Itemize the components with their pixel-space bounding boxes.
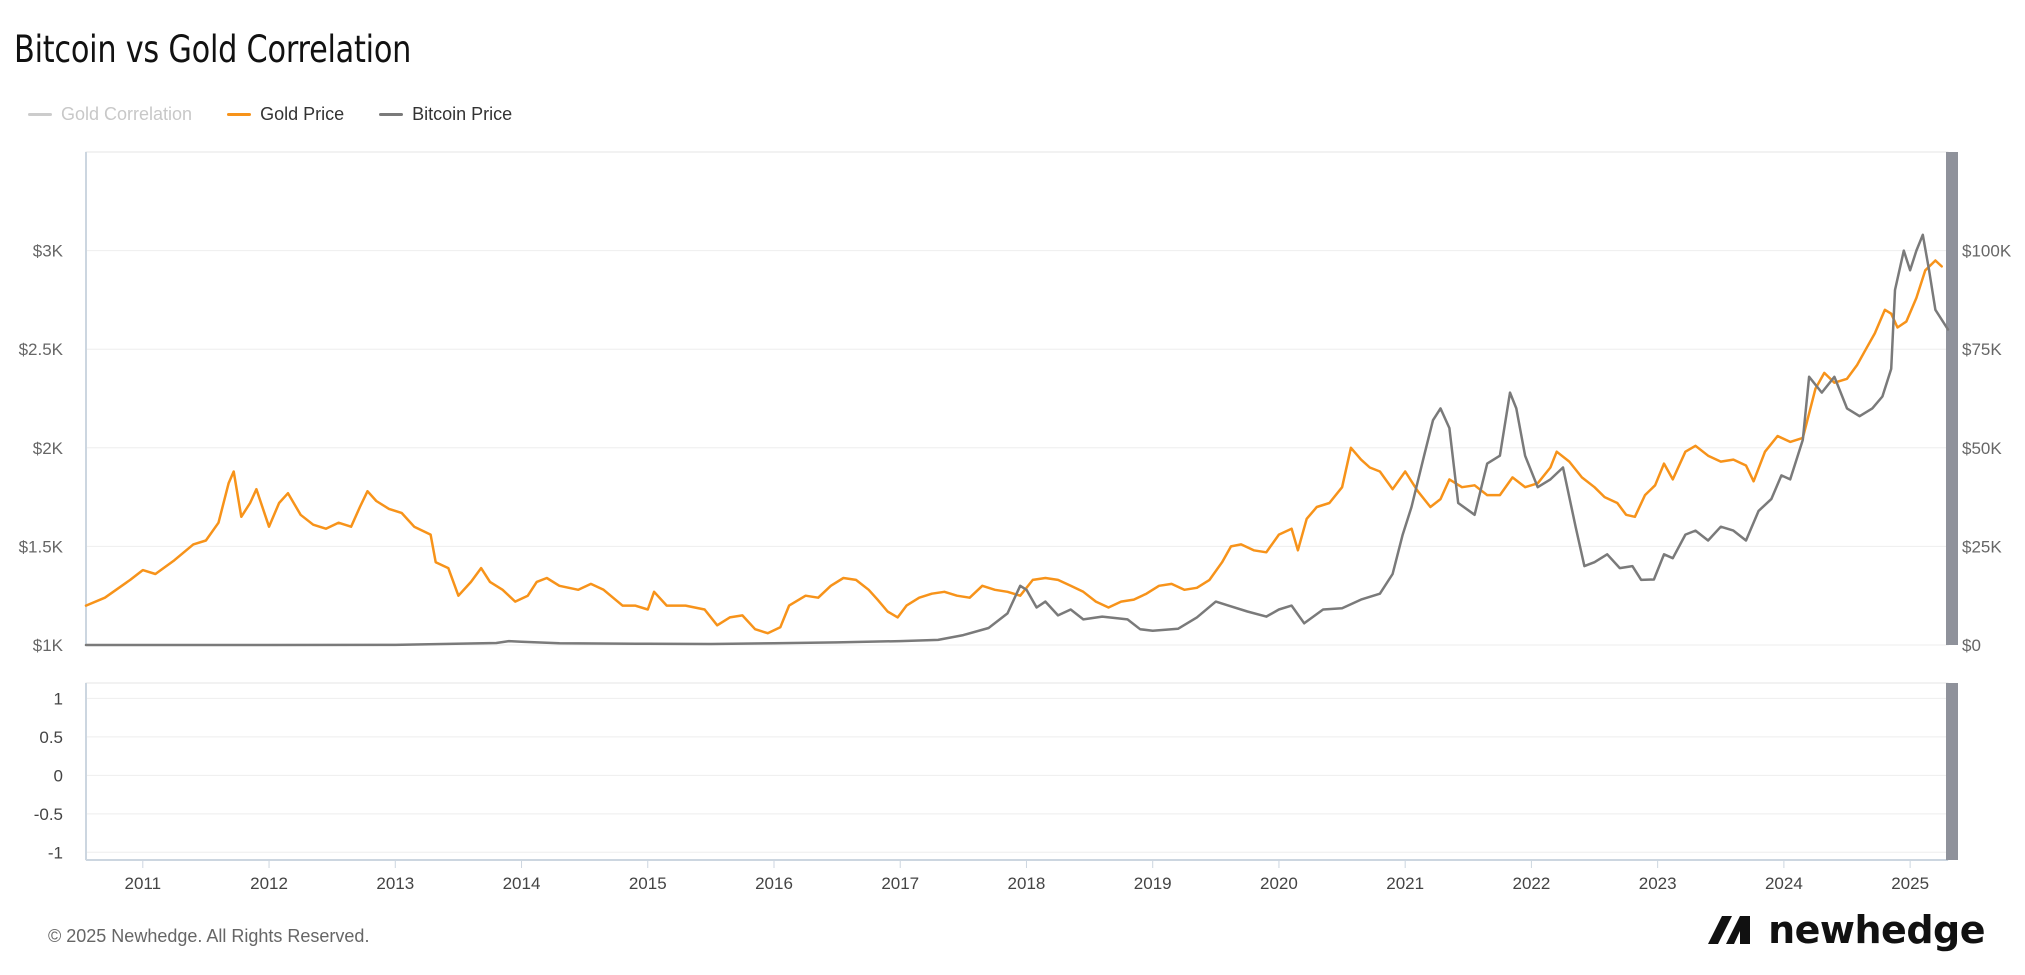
bitcoin-price-line bbox=[84, 233, 1950, 647]
brand-logo[interactable]: newhedge bbox=[1708, 908, 1985, 952]
x-axis-tick-label: 2014 bbox=[503, 874, 541, 893]
x-axis-tick-label: 2021 bbox=[1386, 874, 1424, 893]
x-axis-tick-label: 2013 bbox=[376, 874, 414, 893]
chart-title: Bitcoin vs Gold Correlation bbox=[14, 28, 412, 71]
newhedge-logo-icon bbox=[1708, 916, 1751, 944]
correlation-range-handle bbox=[1946, 683, 1958, 860]
left-axis-tick-label: $2.5K bbox=[19, 340, 64, 359]
legend-item-gold-correlation[interactable]: Gold Correlation bbox=[28, 104, 192, 125]
correlation-axis-tick-label: -1 bbox=[48, 843, 63, 862]
price-range-handle bbox=[1946, 152, 1958, 645]
x-axis-tick-label: 2022 bbox=[1513, 874, 1551, 893]
correlation-axis-tick-label: 0.5 bbox=[39, 728, 63, 747]
brand-name: newhedge bbox=[1768, 908, 1985, 952]
x-axis-tick-label: 2019 bbox=[1134, 874, 1172, 893]
legend-label-bitcoin-price: Bitcoin Price bbox=[412, 103, 513, 124]
legend-label-gold-correlation: Gold Correlation bbox=[61, 103, 193, 124]
x-axis-tick-label: 2024 bbox=[1765, 874, 1803, 893]
legend-swatch-gold-price bbox=[227, 112, 252, 116]
price-plot-area bbox=[85, 151, 1949, 646]
right-axis-tick-label: $25K bbox=[1962, 537, 2002, 556]
x-axis-tick-label: 2025 bbox=[1891, 874, 1929, 893]
legend-item-bitcoin-price[interactable]: Bitcoin Price bbox=[379, 104, 512, 125]
legend-swatch-bitcoin-price bbox=[379, 112, 404, 116]
x-axis-tick-label: 2017 bbox=[881, 874, 919, 893]
legend-label-gold-price: Gold Price bbox=[260, 103, 345, 124]
x-axis-tick-label: 2015 bbox=[629, 874, 667, 893]
right-axis-tick-label: $75K bbox=[1962, 340, 2002, 359]
x-axis-tick-label: 2016 bbox=[755, 874, 793, 893]
left-axis-tick-label: $1.5K bbox=[19, 537, 64, 556]
right-axis-tick-label: $0 bbox=[1962, 636, 1981, 655]
legend-item-gold-price[interactable]: Gold Price bbox=[227, 104, 344, 125]
gold-price-line bbox=[84, 259, 1943, 635]
left-axis-tick-label: $2K bbox=[33, 439, 64, 458]
right-axis-tick-label: $50K bbox=[1962, 439, 2002, 458]
copyright-footer: © 2025 Newhedge. All Rights Reserved. bbox=[48, 926, 370, 946]
chart-legend: Gold Correlation Gold Price Bitcoin Pric… bbox=[28, 101, 547, 127]
correlation-axis-tick-label: -0.5 bbox=[34, 805, 63, 824]
left-axis-tick-label: $1K bbox=[33, 636, 64, 655]
correlation-plot-area bbox=[85, 682, 1949, 861]
legend-swatch-gold-correlation bbox=[28, 112, 52, 116]
x-axis-tick-label: 2018 bbox=[1008, 874, 1046, 893]
x-axis-tick-label: 2020 bbox=[1260, 874, 1298, 893]
left-axis-tick-label: $3K bbox=[33, 242, 64, 261]
correlation-axis-tick-label: 1 bbox=[54, 689, 63, 708]
x-axis-tick-label: 2011 bbox=[125, 874, 162, 893]
correlation-axis-tick-label: 0 bbox=[54, 766, 63, 785]
x-axis-tick-label: 2023 bbox=[1639, 874, 1677, 893]
x-axis-tick-label: 2012 bbox=[250, 874, 288, 893]
right-axis-tick-label: $100K bbox=[1962, 242, 2012, 261]
